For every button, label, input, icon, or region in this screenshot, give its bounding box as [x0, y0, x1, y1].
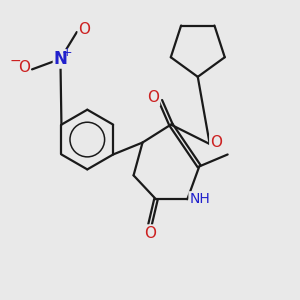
- Text: O: O: [210, 135, 222, 150]
- Text: +: +: [62, 46, 72, 59]
- Text: O: O: [147, 90, 159, 105]
- Text: NH: NH: [190, 192, 210, 206]
- Text: O: O: [78, 22, 90, 37]
- Text: −: −: [10, 54, 21, 68]
- Text: N: N: [53, 50, 68, 68]
- Text: O: O: [144, 226, 156, 241]
- Text: O: O: [18, 60, 30, 75]
